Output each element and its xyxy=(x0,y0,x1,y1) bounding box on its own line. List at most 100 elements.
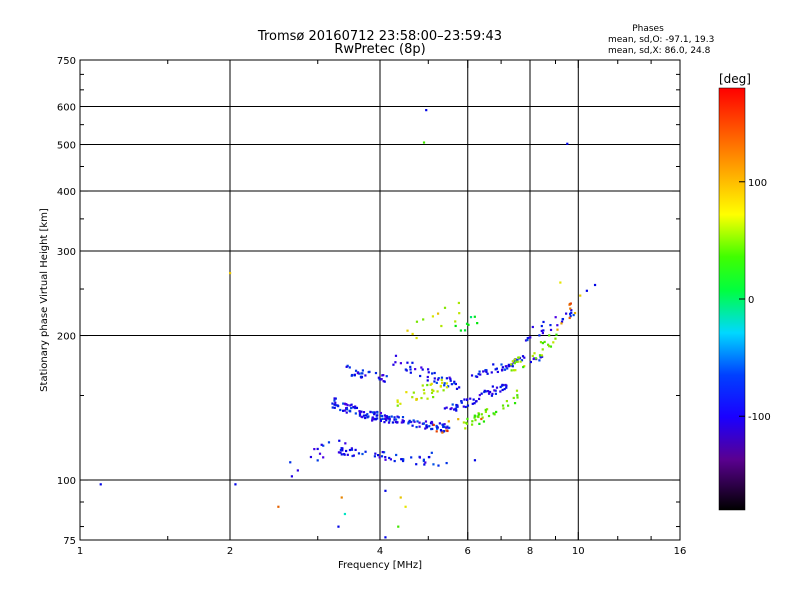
data-point xyxy=(387,421,391,424)
data-point xyxy=(234,483,237,486)
data-point xyxy=(458,312,461,315)
data-point xyxy=(371,417,375,420)
data-point xyxy=(450,383,453,386)
data-point xyxy=(433,371,436,375)
data-point xyxy=(401,419,404,422)
data-point xyxy=(411,332,414,336)
data-point xyxy=(473,459,477,462)
data-point xyxy=(309,455,313,459)
data-point xyxy=(360,372,363,375)
data-point xyxy=(568,316,571,320)
data-point xyxy=(313,447,316,451)
data-point xyxy=(327,441,331,444)
data-point xyxy=(490,371,493,374)
data-point xyxy=(443,384,446,387)
y-tick-label: 400 xyxy=(57,187,76,198)
data-point xyxy=(391,421,395,424)
data-point xyxy=(466,404,470,407)
data-point xyxy=(480,417,483,421)
data-point xyxy=(409,420,412,423)
data-point xyxy=(437,377,440,380)
data-point xyxy=(455,403,458,407)
data-point xyxy=(454,324,457,328)
data-point xyxy=(431,388,434,392)
data-point xyxy=(554,337,557,340)
data-point xyxy=(477,413,481,416)
data-point xyxy=(455,409,458,412)
data-point xyxy=(532,357,535,361)
data-point xyxy=(486,372,489,375)
data-point xyxy=(395,453,398,457)
data-point xyxy=(549,328,553,332)
data-point xyxy=(450,407,453,410)
data-point xyxy=(539,341,543,344)
data-point xyxy=(531,325,534,329)
data-point xyxy=(413,420,416,423)
data-point xyxy=(331,406,334,409)
data-point xyxy=(229,271,232,275)
data-point xyxy=(453,408,456,411)
data-point xyxy=(484,410,487,413)
data-point xyxy=(516,396,519,399)
data-point xyxy=(510,369,513,372)
data-point xyxy=(487,390,490,393)
data-point xyxy=(478,422,481,425)
x-tick-label: 2 xyxy=(227,546,233,557)
data-point xyxy=(465,421,468,424)
data-point xyxy=(435,381,438,384)
data-point xyxy=(488,390,492,394)
data-point xyxy=(555,333,558,336)
data-point xyxy=(384,417,387,421)
grid-lines xyxy=(80,60,680,540)
data-point xyxy=(495,386,499,389)
data-point xyxy=(412,419,415,422)
data-point xyxy=(510,363,513,366)
data-point xyxy=(426,379,429,382)
data-point xyxy=(384,456,387,459)
data-point xyxy=(511,365,514,368)
data-point xyxy=(560,322,563,325)
data-point xyxy=(454,320,457,323)
data-point xyxy=(464,405,467,409)
data-point xyxy=(508,365,511,368)
data-point xyxy=(501,404,505,407)
data-point xyxy=(416,420,419,423)
data-point xyxy=(540,354,543,357)
data-point xyxy=(495,367,498,370)
data-point xyxy=(382,380,385,383)
data-point xyxy=(320,443,323,446)
y-tick-label: 300 xyxy=(57,247,76,258)
data-point xyxy=(350,447,353,450)
data-point xyxy=(483,389,486,392)
data-point xyxy=(568,312,572,315)
data-point xyxy=(454,382,457,386)
data-point xyxy=(517,356,520,359)
data-point xyxy=(374,418,377,421)
stats-o-mode: mean, sd,O: -97.1, 19.3 xyxy=(608,35,714,45)
data-point xyxy=(465,398,469,402)
data-point xyxy=(424,427,427,430)
data-point xyxy=(343,409,346,412)
data-point xyxy=(469,397,472,400)
data-point xyxy=(348,448,352,452)
y-axis-label: Stationary phase Virtual Height [km] xyxy=(39,208,50,392)
data-point xyxy=(512,369,516,372)
data-point xyxy=(339,451,342,454)
data-point xyxy=(345,411,348,414)
data-point xyxy=(432,389,435,393)
data-point xyxy=(477,372,480,376)
data-point xyxy=(425,425,428,428)
data-point xyxy=(396,415,399,418)
data-point xyxy=(380,414,383,417)
data-point xyxy=(442,389,445,392)
data-point xyxy=(593,283,597,287)
data-point xyxy=(431,372,434,375)
data-point xyxy=(432,423,435,427)
data-point xyxy=(436,378,440,381)
data-point xyxy=(440,430,443,433)
data-point xyxy=(569,302,572,305)
data-point xyxy=(541,348,544,351)
x-tick-label: 4 xyxy=(377,546,383,557)
data-point xyxy=(415,397,418,401)
data-point xyxy=(540,329,543,333)
